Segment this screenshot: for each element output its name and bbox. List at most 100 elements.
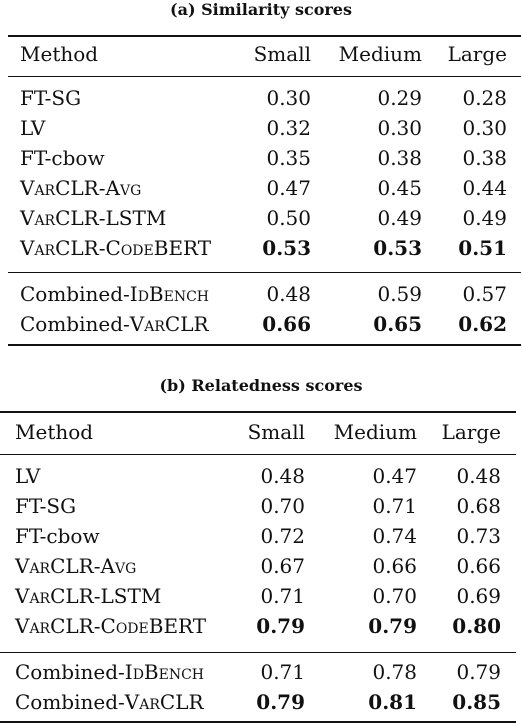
bottom-rule <box>0 721 516 723</box>
method-name-part: LV <box>15 464 41 488</box>
method-name-part: -LSTM <box>98 206 167 230</box>
score-cell: 0.30 <box>462 116 507 140</box>
method-name-part: Combined- <box>20 312 130 336</box>
method-name-part: Code <box>100 614 149 638</box>
column-header: Small <box>253 42 311 66</box>
column-header: Method <box>15 420 94 444</box>
column-header: Small <box>247 420 305 444</box>
method-name: Combined-IdBench <box>15 660 204 684</box>
method-name-part: Combined- <box>15 660 125 684</box>
group-rule <box>8 272 521 273</box>
score-cell: 0.71 <box>260 584 305 608</box>
score-cell: 0.38 <box>462 146 507 170</box>
method-name: Combined-VarCLR <box>15 690 204 714</box>
header-rule <box>0 454 516 455</box>
method-name-part: - <box>93 614 101 638</box>
method-name-part: VarCLR <box>124 690 204 714</box>
method-name: VarCLR-CodeBERT <box>15 614 206 638</box>
score-cell: 0.28 <box>462 86 507 110</box>
score-cell: 0.47 <box>266 176 311 200</box>
method-name: FT-SG <box>15 494 76 518</box>
score-cell: 0.32 <box>266 116 311 140</box>
method-name-part: Combined- <box>15 690 125 714</box>
table-caption: (a) Similarity scores <box>170 0 352 19</box>
method-name-part: BERT <box>153 236 212 260</box>
method-name-part: Avg <box>105 176 142 200</box>
score-cell: 0.30 <box>377 116 422 140</box>
column-header: Large <box>447 42 507 66</box>
score-cell: 0.45 <box>377 176 422 200</box>
score-cell: 0.48 <box>260 464 305 488</box>
score-cell: 0.62 <box>458 312 507 336</box>
score-cell: 0.68 <box>456 494 501 518</box>
score-cell: 0.81 <box>368 690 417 714</box>
table-caption: (b) Relatedness scores <box>159 376 363 395</box>
score-cell: 0.65 <box>373 312 422 336</box>
method-name-part: Code <box>105 236 154 260</box>
score-cell: 0.49 <box>377 206 422 230</box>
score-cell: 0.67 <box>260 554 305 578</box>
method-name-part: Avg <box>100 554 137 578</box>
group-rule <box>0 652 516 653</box>
score-cell: 0.53 <box>373 236 422 260</box>
score-cell: 0.79 <box>256 690 305 714</box>
header-rule <box>8 76 521 77</box>
score-cell: 0.73 <box>456 524 501 548</box>
score-cell: 0.66 <box>456 554 501 578</box>
method-name-part: VarCLR <box>20 236 99 260</box>
method-name-part: VarCLR <box>20 176 99 200</box>
score-cell: 0.66 <box>262 312 311 336</box>
column-header: Large <box>441 420 501 444</box>
score-cell: 0.38 <box>377 146 422 170</box>
method-name: FT-cbow <box>20 146 105 170</box>
bottom-rule <box>8 344 521 346</box>
method-name-part: FT-SG <box>20 86 82 110</box>
score-cell: 0.48 <box>266 282 311 306</box>
method-name-part: IdBench <box>129 282 210 306</box>
method-name-part: - <box>98 176 106 200</box>
score-cell: 0.53 <box>262 236 311 260</box>
method-name: Combined-IdBench <box>20 282 209 306</box>
score-cell: 0.74 <box>372 524 417 548</box>
method-name: VarCLR-Avg <box>15 554 136 578</box>
score-cell: 0.70 <box>372 584 417 608</box>
method-name-part: VarCLR <box>129 312 209 336</box>
score-cell: 0.79 <box>256 614 305 638</box>
score-cell: 0.29 <box>377 86 422 110</box>
score-cell: 0.47 <box>372 464 417 488</box>
score-cell: 0.71 <box>372 494 417 518</box>
method-name-part: BERT <box>148 614 207 638</box>
score-cell: 0.80 <box>452 614 501 638</box>
score-cell: 0.49 <box>462 206 507 230</box>
method-name-part: VarCLR <box>20 206 99 230</box>
score-cell: 0.57 <box>462 282 507 306</box>
method-name-part: IdBench <box>124 660 205 684</box>
score-cell: 0.51 <box>458 236 507 260</box>
method-name: LV <box>20 116 45 140</box>
score-cell: 0.59 <box>377 282 422 306</box>
method-name: VarCLR-CodeBERT <box>20 236 211 260</box>
method-name-part: FT-cbow <box>20 146 105 170</box>
column-header: Method <box>20 42 99 66</box>
method-name-part: FT-cbow <box>15 524 100 548</box>
column-header: Medium <box>333 420 417 444</box>
top-rule <box>8 35 521 37</box>
score-cell: 0.44 <box>462 176 507 200</box>
score-cell: 0.85 <box>452 690 501 714</box>
method-name: FT-cbow <box>15 524 100 548</box>
score-cell: 0.69 <box>456 584 501 608</box>
score-cell: 0.79 <box>368 614 417 638</box>
method-name-part: FT-SG <box>15 494 77 518</box>
method-name: VarCLR-LSTM <box>15 584 161 608</box>
score-cell: 0.30 <box>266 86 311 110</box>
method-name-part: - <box>98 236 106 260</box>
method-name-part: LV <box>20 116 46 140</box>
method-name-part: -LSTM <box>93 584 162 608</box>
score-cell: 0.71 <box>260 660 305 684</box>
score-cell: 0.78 <box>372 660 417 684</box>
method-name-part: VarCLR <box>15 614 94 638</box>
top-rule <box>0 411 516 413</box>
method-name-part: Combined- <box>20 282 130 306</box>
method-name-part: VarCLR <box>15 554 94 578</box>
method-name: VarCLR-LSTM <box>20 206 166 230</box>
